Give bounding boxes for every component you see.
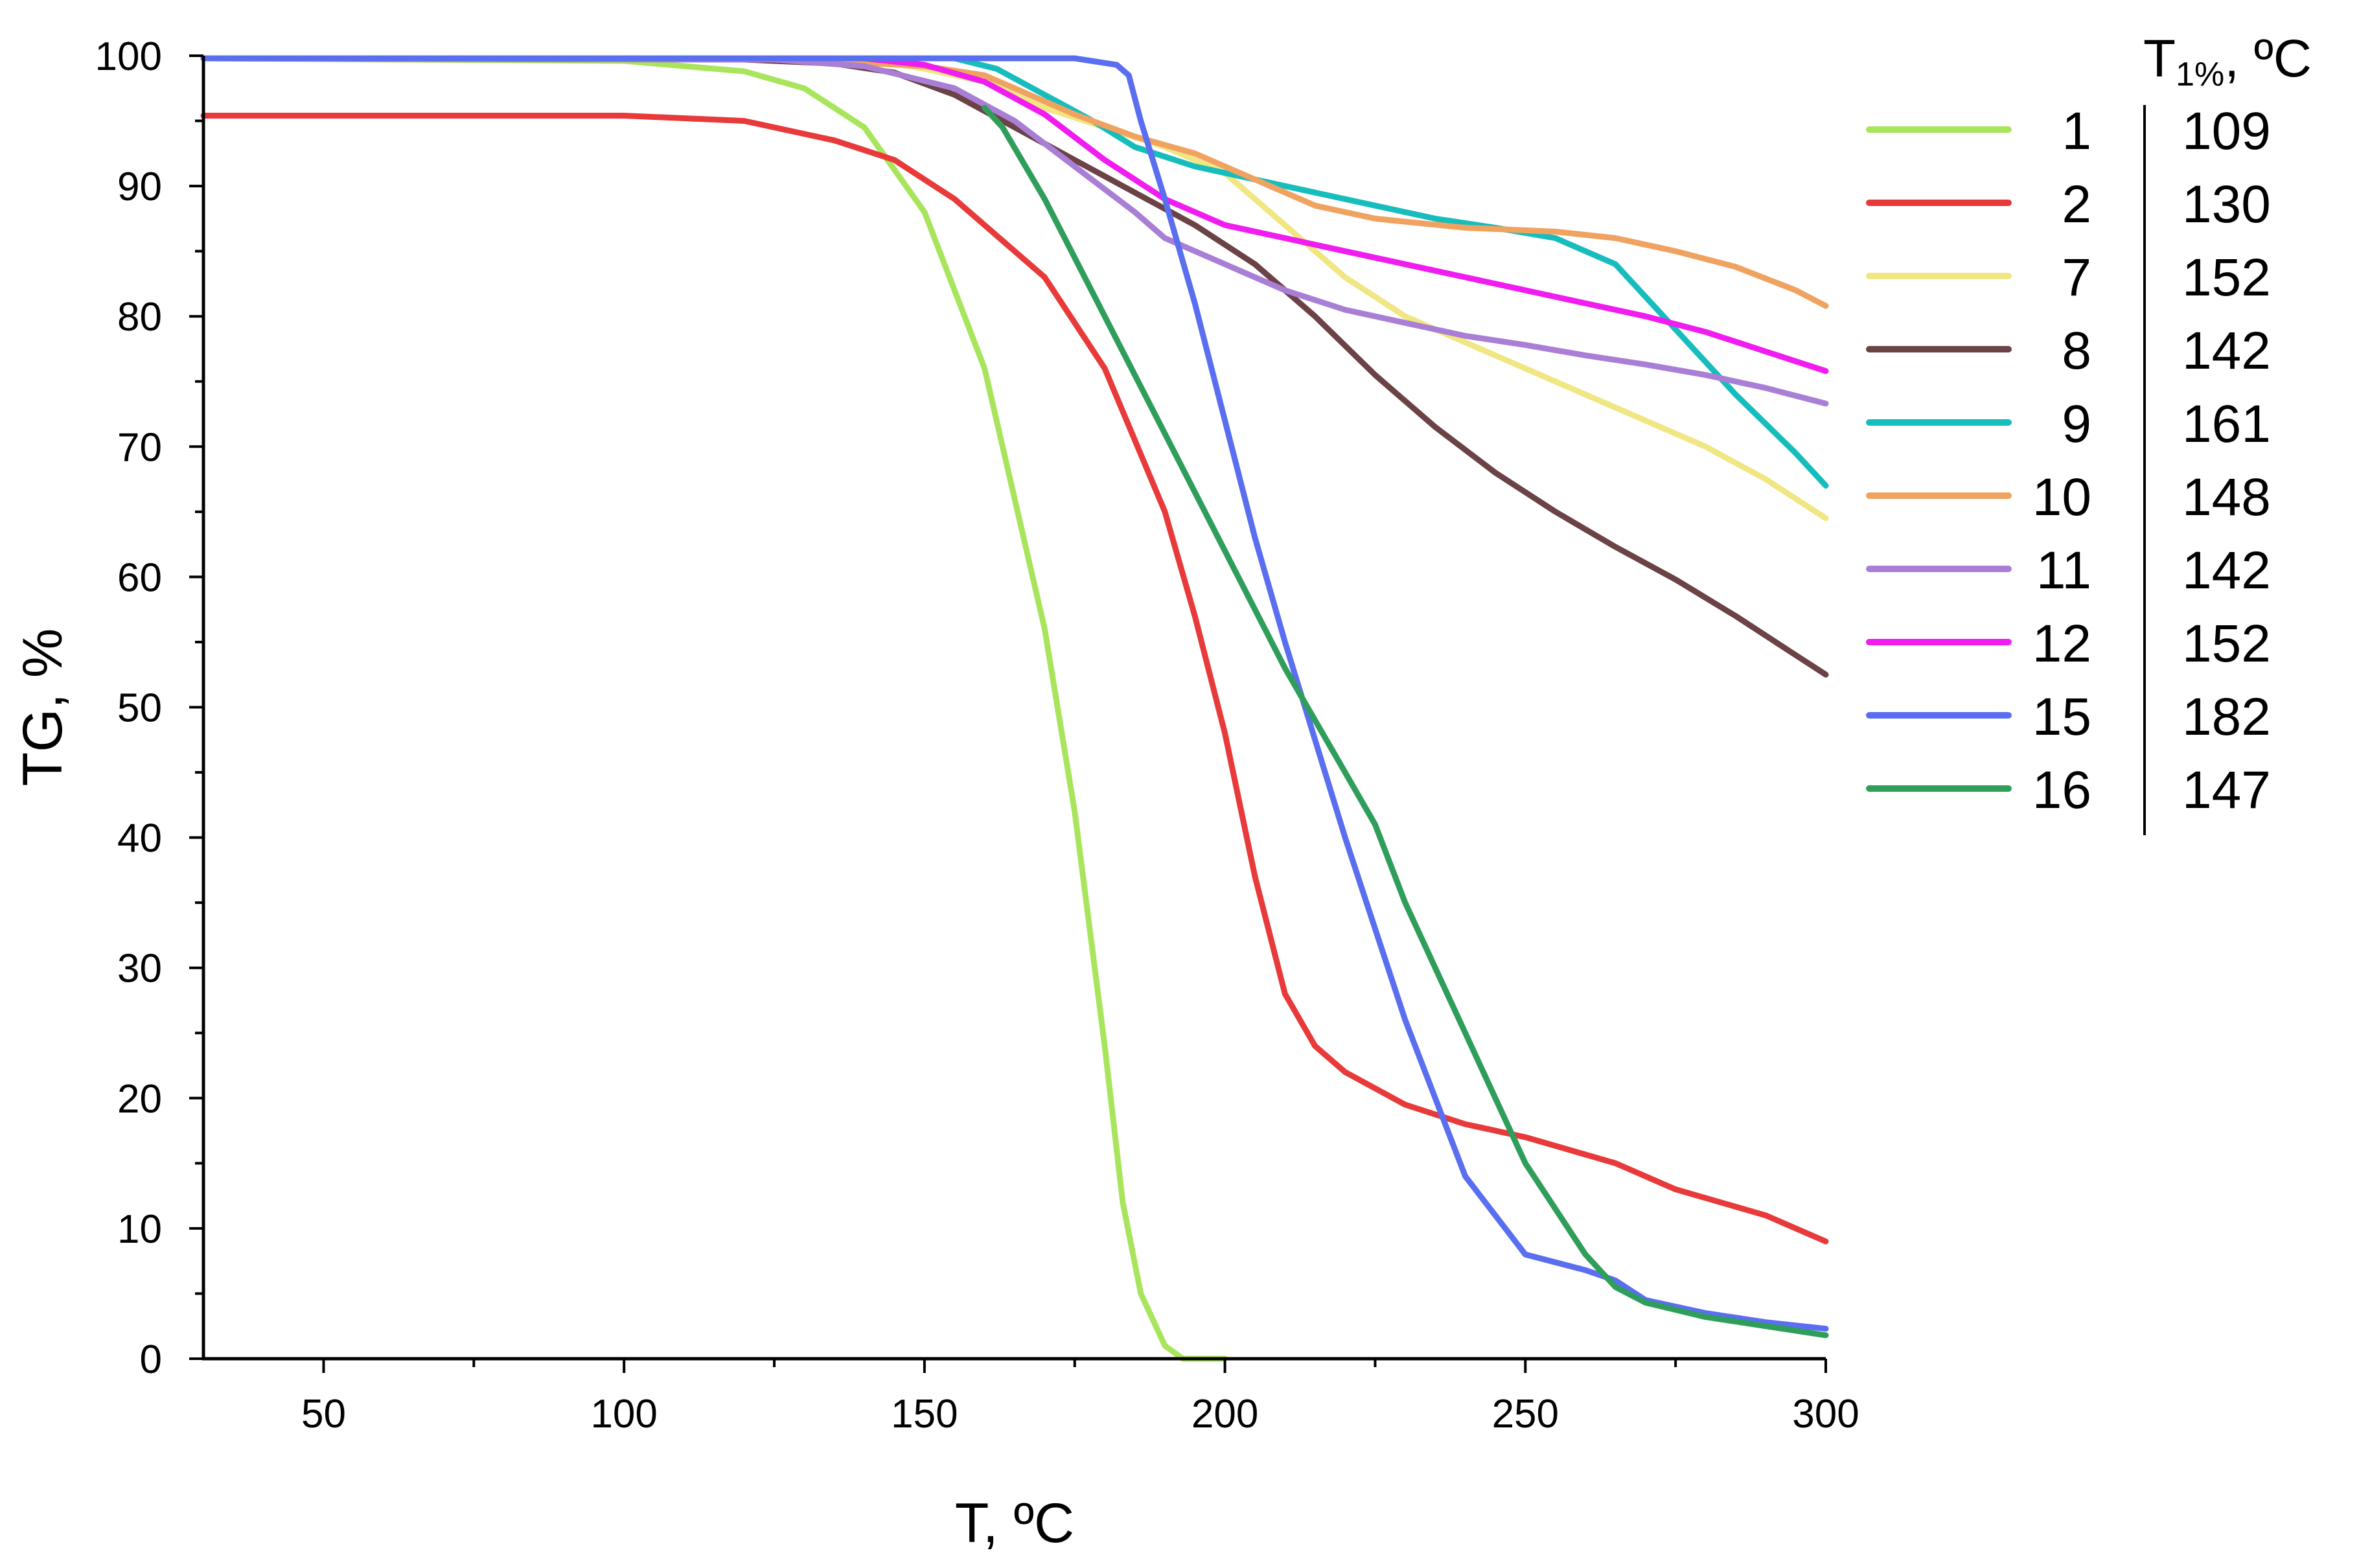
legend-t1-header-sub: 1% — [2176, 56, 2224, 93]
legend-item-8: 8 142 — [1866, 321, 2271, 380]
x-tick-label: 50 — [301, 1392, 346, 1436]
y-ticks: 0 10 20 30 40 50 60 70 80 90 100 — [95, 34, 203, 1382]
series-line-12 — [200, 55, 1829, 375]
x-tick-label: 100 — [590, 1392, 657, 1436]
y-tick-label: 0 — [140, 1337, 162, 1382]
legend-t1-value: 130 — [2182, 175, 2271, 234]
legend-items: 1 109 2 130 7 152 8 142 9 161 10 148 11 142 12 152 15 182… — [1866, 102, 2271, 820]
legend-series-label: 15 — [2032, 687, 2091, 746]
y-tick-label: 50 — [117, 686, 162, 731]
legend-item-16: 16 147 — [1866, 761, 2271, 820]
y-tick-label: 20 — [117, 1077, 162, 1122]
legend-t1-value: 161 — [2182, 395, 2271, 454]
legend-t1-value: 152 — [2182, 248, 2271, 307]
legend-t1-header-prefix: T — [2143, 29, 2176, 88]
y-tick-label: 30 — [117, 947, 162, 991]
series-line-11 — [200, 55, 1829, 407]
series-line-2 — [200, 113, 1829, 1245]
legend-item-15: 15 182 — [1866, 687, 2271, 746]
series-line-10 — [200, 55, 1829, 309]
legend-series-label: 10 — [2032, 468, 2091, 527]
legend-item-7: 7 152 — [1866, 248, 2271, 307]
x-ticks: 50 100 150 200 250 300 — [301, 1359, 1859, 1436]
legend-item-1: 1 109 — [1866, 102, 2271, 161]
legend-item-10: 10 148 — [1866, 468, 2271, 527]
y-tick-label: 80 — [117, 295, 162, 340]
legend-t1-value: 142 — [2182, 541, 2271, 600]
legend-t1-header-suffix: , ºC — [2224, 29, 2312, 88]
legend-item-2: 2 130 — [1866, 175, 2271, 234]
legend-series-label: 16 — [2032, 761, 2091, 820]
y-tick-label: 60 — [117, 555, 162, 600]
series-line-9 — [200, 55, 1829, 489]
legend-t1-value: 182 — [2182, 687, 2271, 746]
y-tick-label: 10 — [117, 1207, 162, 1252]
y-axis-title: TG, % — [12, 628, 74, 787]
legend-series-label: 11 — [2036, 541, 2091, 600]
legend-t1-value: 142 — [2182, 321, 2271, 380]
y-tick-label: 90 — [117, 165, 162, 209]
legend-item-11: 11 142 — [1866, 541, 2271, 600]
legend-item-12: 12 152 — [1866, 614, 2271, 673]
legend-t1-value: 152 — [2182, 614, 2271, 673]
legend-series-label: 2 — [2062, 175, 2091, 234]
x-tick-label: 250 — [1492, 1392, 1559, 1436]
legend-t1-value: 148 — [2182, 468, 2271, 527]
legend-series-label: 9 — [2062, 395, 2091, 454]
y-tick-label: 100 — [95, 34, 162, 79]
legend-t1-value: 147 — [2182, 761, 2271, 820]
legend-series-label: 12 — [2032, 614, 2091, 673]
legend-series-label: 1 — [2062, 102, 2091, 161]
legend-series-label: 8 — [2062, 321, 2091, 380]
legend-item-9: 9 161 — [1866, 395, 2271, 454]
legend-series-label: 7 — [2062, 248, 2091, 307]
plot-lines — [200, 55, 1829, 1362]
legend: T1%, ºC 1 109 2 130 7 152 8 142 9 161 10 148 11 142 12… — [1866, 29, 2312, 835]
y-tick-label: 40 — [117, 816, 162, 861]
x-tick-label: 200 — [1191, 1392, 1258, 1436]
series-line-1 — [200, 55, 1228, 1362]
series-line-15 — [200, 55, 1829, 1332]
legend-t1-value: 109 — [2182, 102, 2271, 161]
legend-t1-header: T1%, ºC — [2143, 29, 2312, 93]
y-tick-label: 70 — [117, 425, 162, 470]
series-line-16 — [982, 104, 1829, 1339]
x-axis-title: T, ºC — [955, 1492, 1074, 1554]
x-tick-label: 300 — [1792, 1392, 1859, 1436]
x-tick-label: 150 — [891, 1392, 958, 1436]
